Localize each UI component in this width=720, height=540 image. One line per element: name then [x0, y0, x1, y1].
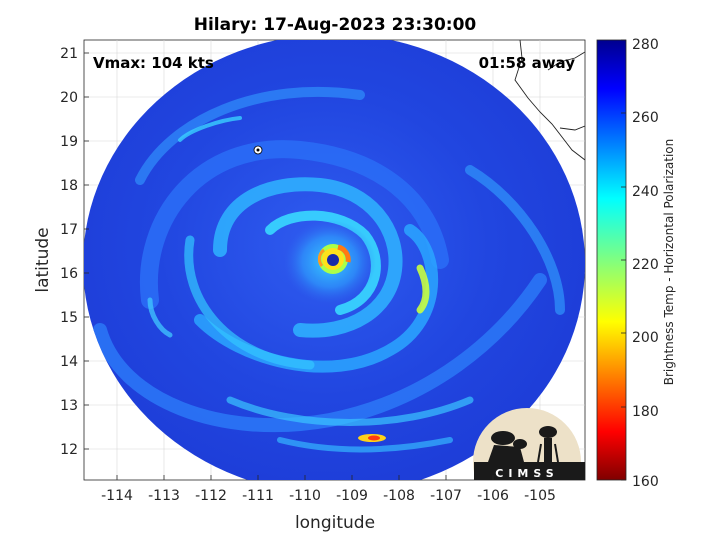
- x-axis-label: longitude: [295, 513, 375, 533]
- colorbar-tick-label: 220: [632, 257, 659, 273]
- x-axis: -114 -113 -112 -111 -110 -109 -108 -107 …: [101, 475, 556, 504]
- x-tick-label: -109: [336, 488, 368, 504]
- x-tick-label: -108: [383, 488, 415, 504]
- colorbar-tick-label: 160: [632, 474, 659, 490]
- coastline: [514, 40, 585, 161]
- vmax-label: Vmax: 104 kts: [93, 54, 214, 72]
- storm-swath: [84, 40, 585, 480]
- colorbar: 280 260 240 220 200 180 160 Brightness T…: [596, 37, 676, 490]
- colorbar-tick-label: 280: [632, 37, 659, 53]
- y-tick-label: 16: [60, 266, 78, 282]
- y-axis: 12 13 14 15 16 17 18 19 20 21: [60, 46, 89, 458]
- x-tick-label: -107: [430, 488, 462, 504]
- x-tick-label: -110: [289, 488, 321, 504]
- cimss-logo-text: CIMSS: [495, 467, 558, 480]
- chart-title: Hilary: 17-Aug-2023 23:30:00: [194, 15, 477, 35]
- y-tick-label: 20: [60, 90, 78, 106]
- x-tick-label: -112: [195, 488, 227, 504]
- y-tick-label: 14: [60, 354, 78, 370]
- y-tick-label: 12: [60, 442, 78, 458]
- cimss-logo: CIMSS: [473, 408, 585, 480]
- y-tick-label: 15: [60, 310, 78, 326]
- colorbar-tick-label: 240: [632, 184, 659, 200]
- y-tick-label: 17: [60, 222, 78, 238]
- time-away-label: 01:58 away: [479, 54, 576, 72]
- y-tick-label: 18: [60, 178, 78, 194]
- x-tick-label: -111: [242, 488, 274, 504]
- colorbar-label: Brightness Temp - Horizontal Polarizatio…: [662, 139, 676, 386]
- x-tick-label: -113: [148, 488, 180, 504]
- colorbar-tick-label: 200: [632, 330, 659, 346]
- x-tick-label: -106: [477, 488, 509, 504]
- y-axis-label: latitude: [33, 227, 53, 292]
- colorbar-tick-label: 260: [632, 110, 659, 126]
- colorbar-tick-label: 180: [632, 404, 659, 420]
- y-tick-label: 21: [60, 46, 78, 62]
- x-tick-label: -105: [524, 488, 556, 504]
- y-tick-label: 19: [60, 134, 78, 150]
- x-tick-label: -114: [101, 488, 133, 504]
- y-tick-label: 13: [60, 398, 78, 414]
